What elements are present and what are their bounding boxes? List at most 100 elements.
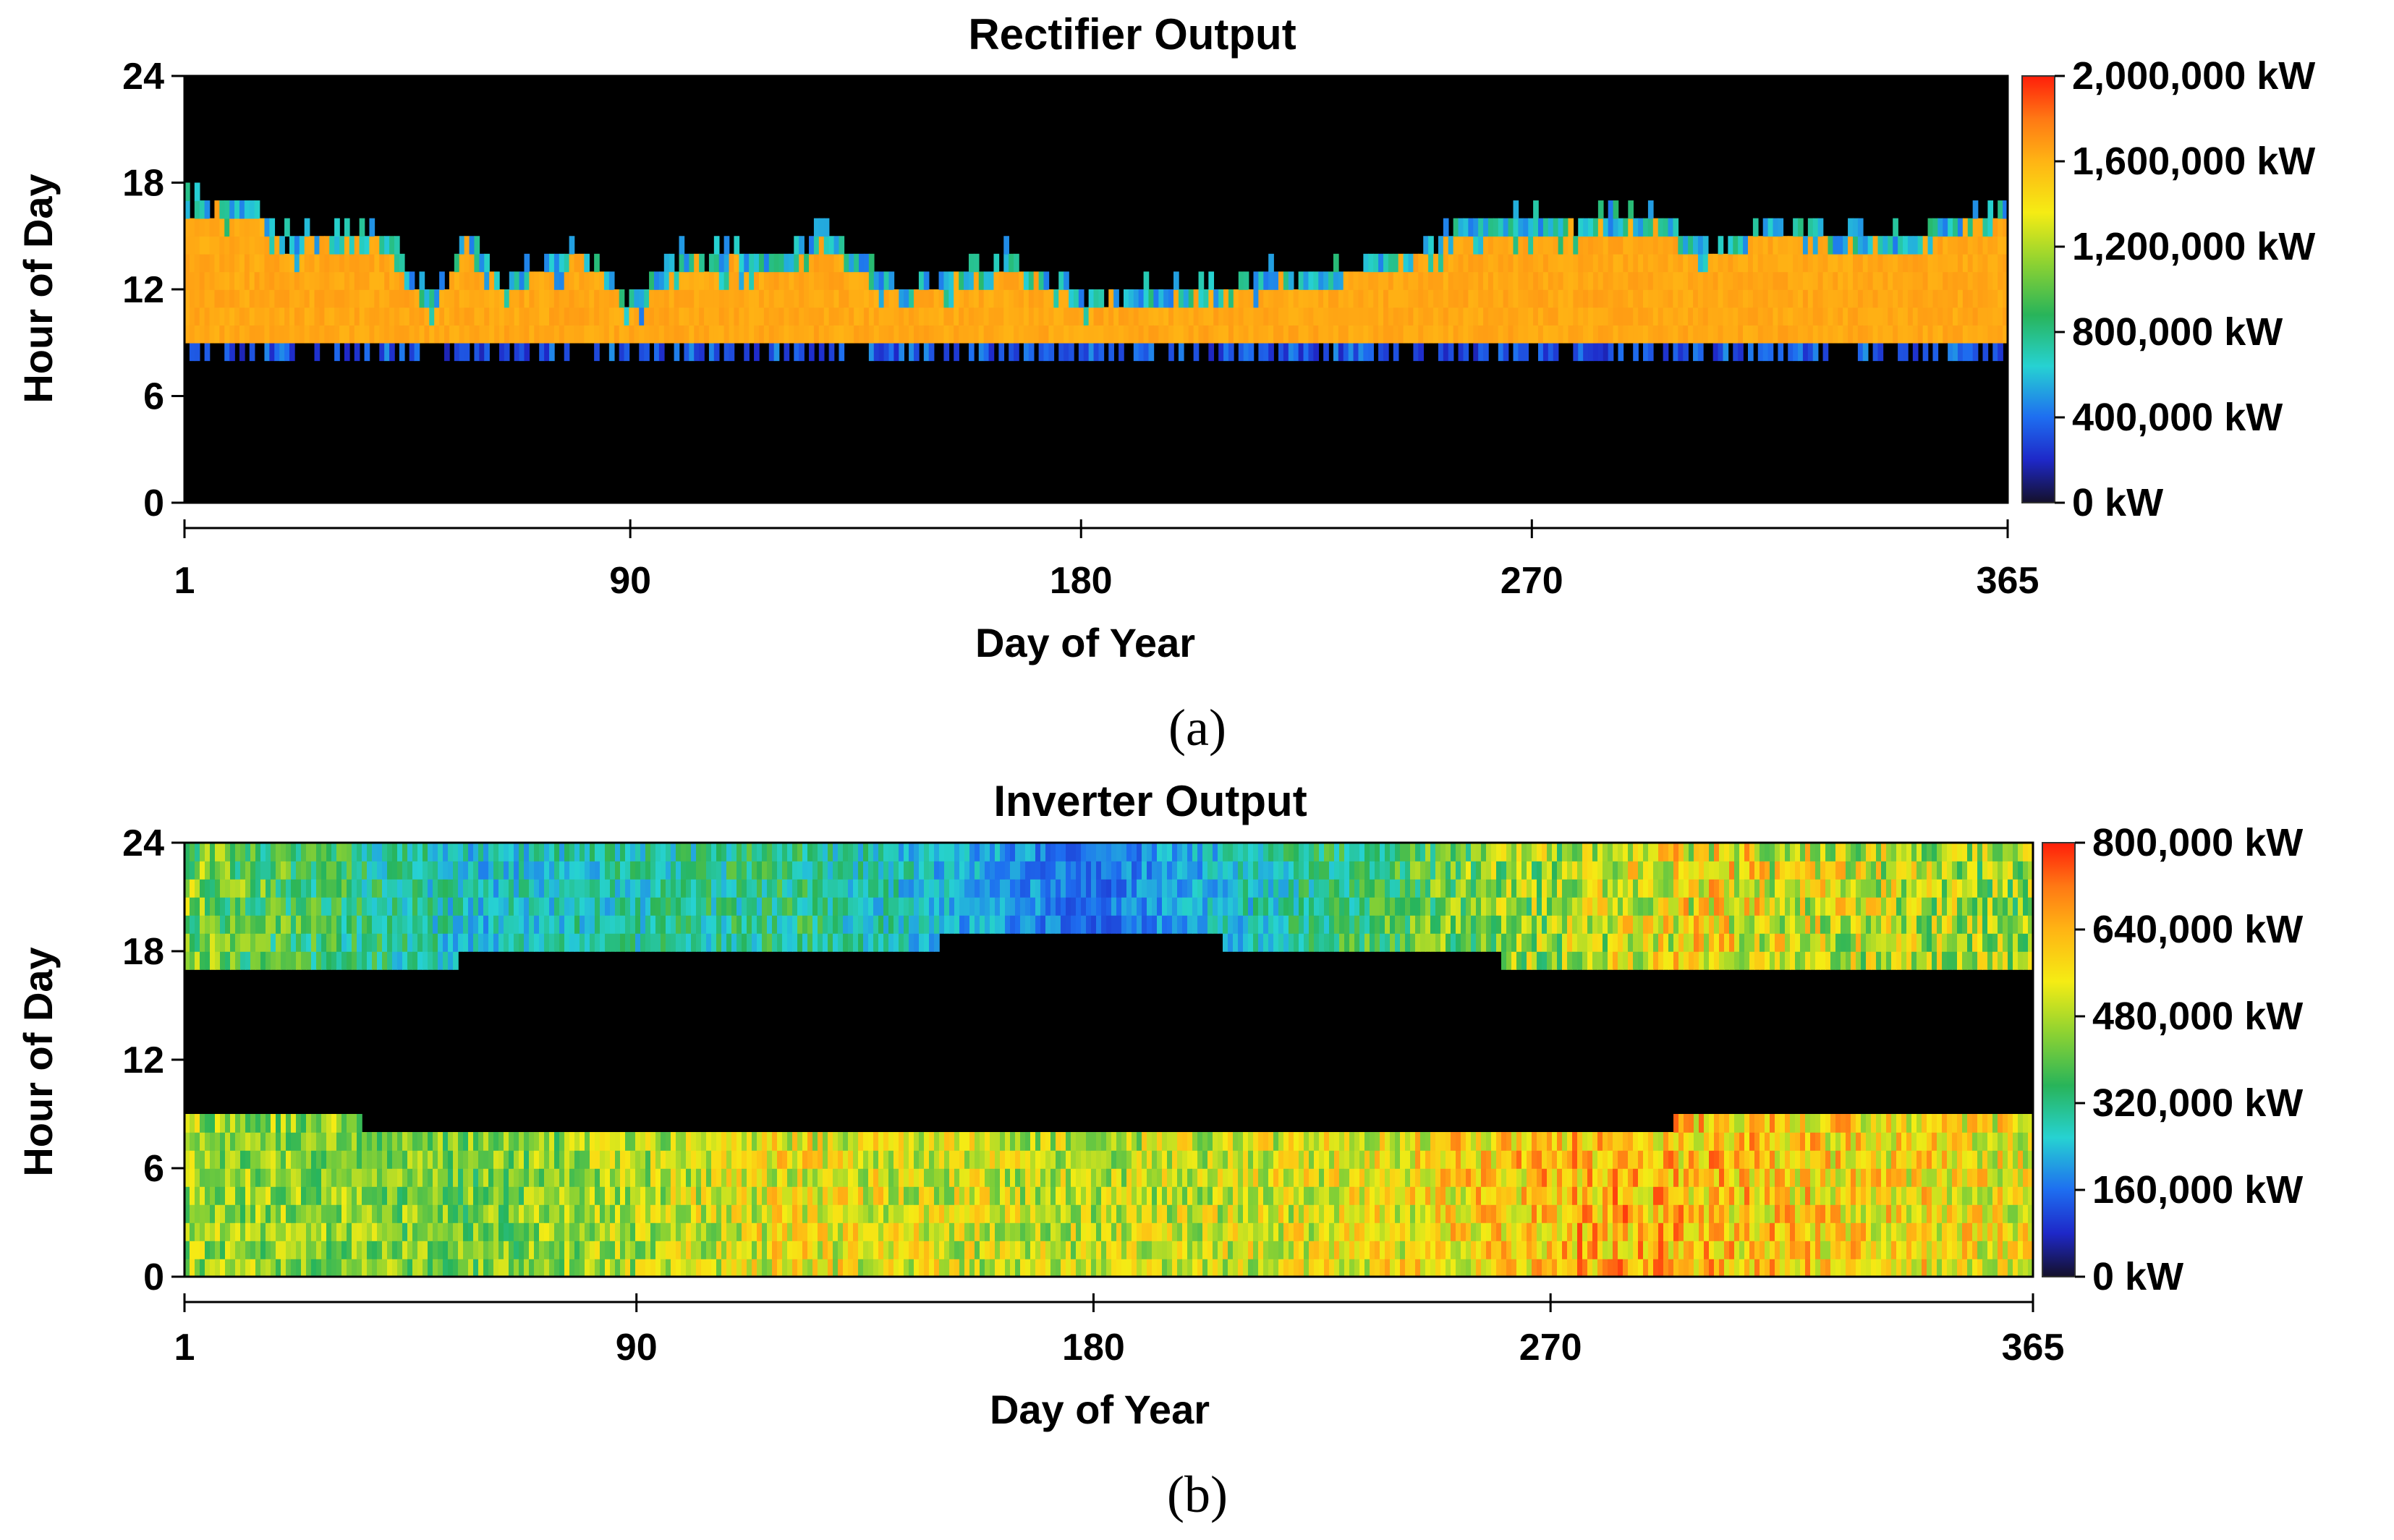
heatmap-cell bbox=[676, 1168, 682, 1187]
heatmap-cell bbox=[210, 1114, 216, 1133]
heatmap-cell bbox=[464, 325, 470, 344]
heatmap-cell bbox=[1121, 1132, 1127, 1151]
heatmap-cell bbox=[818, 1241, 823, 1259]
heatmap-cell bbox=[1443, 271, 1449, 290]
heatmap-cell bbox=[661, 1259, 666, 1277]
heatmap-cell bbox=[291, 915, 297, 934]
heatmap-cell bbox=[210, 1204, 216, 1223]
heatmap-cell bbox=[873, 1150, 879, 1169]
x-tick-label: 270 bbox=[1501, 560, 1563, 602]
heatmap-cell bbox=[794, 342, 799, 362]
heatmap-cell bbox=[757, 879, 763, 898]
heatmap-cell bbox=[1126, 1132, 1132, 1151]
heatmap-cell bbox=[407, 951, 413, 970]
heatmap-cell bbox=[823, 861, 828, 880]
heatmap-cell bbox=[204, 253, 211, 273]
heatmap-cell bbox=[235, 861, 241, 880]
heatmap-cell bbox=[1743, 289, 1749, 308]
heatmap-cell bbox=[433, 897, 438, 916]
heatmap-cell bbox=[595, 1150, 600, 1169]
heatmap-cell bbox=[1378, 253, 1384, 273]
heatmap-cell bbox=[529, 307, 535, 326]
heatmap-cell bbox=[1718, 271, 1724, 290]
heatmap-cell bbox=[392, 915, 398, 934]
heatmap-cell bbox=[802, 915, 808, 934]
colorbar-tick-label: 1,600,000 kW bbox=[2072, 140, 2315, 183]
heatmap-cell bbox=[721, 1222, 727, 1241]
heatmap-cell bbox=[1903, 342, 1909, 362]
heatmap-cell bbox=[644, 325, 650, 344]
heatmap-cell bbox=[919, 1259, 925, 1277]
heatmap-cell bbox=[737, 843, 742, 862]
heatmap-cell bbox=[1163, 307, 1169, 326]
heatmap-cell bbox=[397, 879, 403, 898]
heatmap-cell bbox=[1608, 218, 1614, 237]
heatmap-cell bbox=[883, 933, 889, 952]
heatmap-cell bbox=[674, 271, 680, 290]
heatmap-cell bbox=[1578, 325, 1584, 344]
heatmap-cell bbox=[1948, 289, 1953, 308]
heatmap-cell bbox=[833, 236, 840, 255]
heatmap-cell bbox=[463, 897, 469, 916]
heatmap-cell bbox=[1343, 271, 1349, 290]
heatmap-cell bbox=[488, 1204, 494, 1223]
heatmap-cell bbox=[1121, 1168, 1127, 1187]
heatmap-cell bbox=[352, 1186, 357, 1205]
heatmap-cell bbox=[195, 915, 200, 934]
heatmap-cell bbox=[752, 1222, 757, 1241]
heatmap-cell bbox=[184, 236, 190, 255]
heatmap-cell bbox=[1198, 271, 1205, 290]
heatmap-cell bbox=[504, 933, 509, 952]
heatmap-cell bbox=[509, 1186, 514, 1205]
heatmap-cell bbox=[1443, 236, 1449, 255]
heatmap-cell bbox=[828, 289, 835, 308]
heatmap-cell bbox=[478, 843, 484, 862]
heatmap-cell bbox=[812, 933, 818, 952]
heatmap-cell bbox=[802, 879, 808, 898]
heatmap-cell bbox=[681, 1168, 687, 1187]
heatmap-cell bbox=[1678, 289, 1684, 308]
heatmap-cell bbox=[1962, 236, 1969, 255]
heatmap-cell bbox=[1558, 218, 1564, 237]
heatmap-cell bbox=[1747, 325, 1754, 344]
heatmap-cell bbox=[321, 1168, 327, 1187]
heatmap-cell bbox=[625, 1204, 631, 1223]
heatmap-cell bbox=[1076, 1186, 1082, 1205]
heatmap-cell bbox=[200, 1132, 205, 1151]
heatmap-cell bbox=[1177, 1150, 1183, 1169]
heatmap-cell bbox=[519, 1150, 525, 1169]
heatmap-cell bbox=[225, 1204, 231, 1223]
heatmap-cell bbox=[844, 253, 850, 273]
heatmap-cell bbox=[1323, 271, 1329, 290]
panel-b-heatmap bbox=[184, 843, 2033, 1277]
heatmap-cell bbox=[1108, 342, 1114, 362]
heatmap-cell bbox=[858, 933, 864, 952]
heatmap-cell bbox=[1673, 307, 1679, 326]
heatmap-cell bbox=[301, 1222, 307, 1241]
heatmap-cell bbox=[1023, 307, 1030, 326]
heatmap-cell bbox=[924, 843, 930, 862]
heatmap-cell bbox=[929, 1241, 935, 1259]
heatmap-cell bbox=[534, 861, 540, 880]
heatmap-cell bbox=[321, 1150, 327, 1169]
heatmap-cell bbox=[392, 1222, 398, 1241]
heatmap-cell bbox=[985, 1204, 990, 1223]
heatmap-cell bbox=[276, 861, 281, 880]
heatmap-cell bbox=[1613, 325, 1619, 344]
heatmap-cell bbox=[630, 1241, 636, 1259]
heatmap-cell bbox=[443, 1186, 449, 1205]
heatmap-cell bbox=[792, 897, 798, 916]
heatmap-cell bbox=[194, 271, 200, 290]
heatmap-cell bbox=[1712, 253, 1719, 273]
heatmap-cell bbox=[1843, 236, 1848, 255]
heatmap-cell bbox=[1333, 325, 1339, 344]
heatmap-cell bbox=[483, 1222, 489, 1241]
heatmap-cell bbox=[794, 289, 799, 308]
heatmap-cell bbox=[1157, 1132, 1163, 1151]
heatmap-cell bbox=[828, 236, 835, 255]
heatmap-cell bbox=[244, 236, 250, 255]
heatmap-cell bbox=[777, 879, 783, 898]
heatmap-cell bbox=[498, 325, 505, 344]
heatmap-cell bbox=[458, 897, 464, 916]
heatmap-cell bbox=[919, 1168, 925, 1187]
